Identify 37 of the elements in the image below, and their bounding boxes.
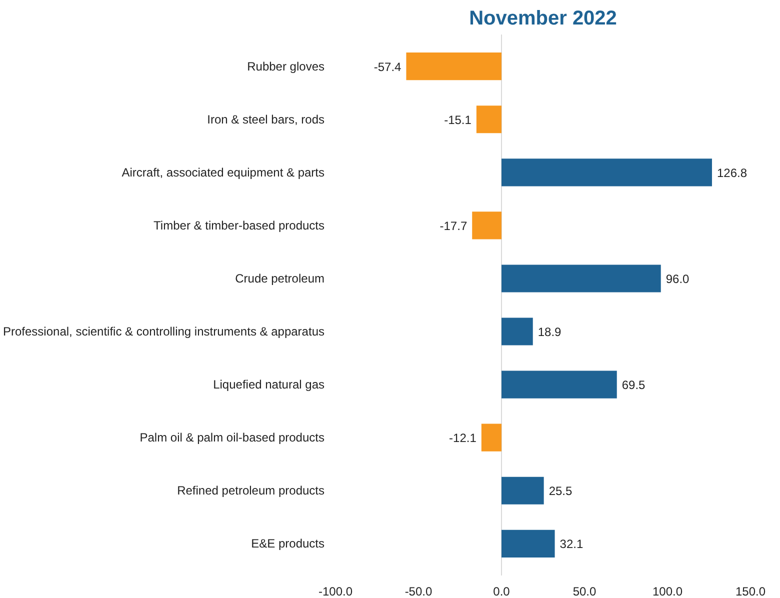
y-tick-label: Liquefied natural gas	[213, 378, 325, 392]
bar	[476, 106, 502, 134]
x-tick-label: 50.0	[572, 584, 597, 598]
x-tick-label: -50.0	[404, 584, 432, 598]
data-label: 18.9	[538, 325, 562, 340]
x-tick-label: 0.0	[493, 584, 510, 598]
data-label: -15.1	[444, 112, 472, 127]
y-tick-label: Timber & timber-based products	[154, 218, 324, 232]
bar	[481, 424, 502, 452]
data-label: 126.8	[716, 166, 748, 180]
x-tick-label: 100.0	[652, 584, 683, 598]
bar	[406, 52, 502, 80]
y-tick-label: E&E products	[251, 536, 325, 551]
bar	[502, 158, 712, 186]
x-tick-label: 150.0	[735, 584, 766, 598]
x-tick-label: -100.0	[318, 584, 353, 598]
data-label: 96.0	[666, 272, 690, 286]
bar	[472, 212, 502, 240]
data-label: -57.4	[374, 60, 402, 74]
bar	[502, 370, 617, 398]
data-label: 69.5	[622, 378, 646, 392]
y-tick-label: Rubber gloves	[247, 59, 325, 74]
bar	[502, 318, 533, 346]
data-label: 32.1	[560, 537, 584, 552]
chart-title: November 2022	[469, 8, 617, 30]
data-label: 25.5	[548, 484, 573, 498]
y-tick-label: Refined petroleum products	[177, 484, 325, 498]
data-label: -17.7	[440, 218, 468, 233]
bar	[502, 530, 555, 558]
y-tick-label: Crude petroleum	[235, 271, 325, 286]
y-tick-label: Iron & steel bars, rods	[207, 112, 325, 126]
data-label: -12.1	[449, 431, 477, 446]
y-tick-label: Professional, scientific & controlling instruments & apparatus	[3, 324, 325, 339]
y-tick-label: Palm oil & palm oil-based products	[140, 430, 325, 445]
y-tick-label: Aircraft, associated equipment & parts	[122, 165, 324, 180]
bar	[502, 476, 544, 504]
bar	[502, 264, 661, 292]
